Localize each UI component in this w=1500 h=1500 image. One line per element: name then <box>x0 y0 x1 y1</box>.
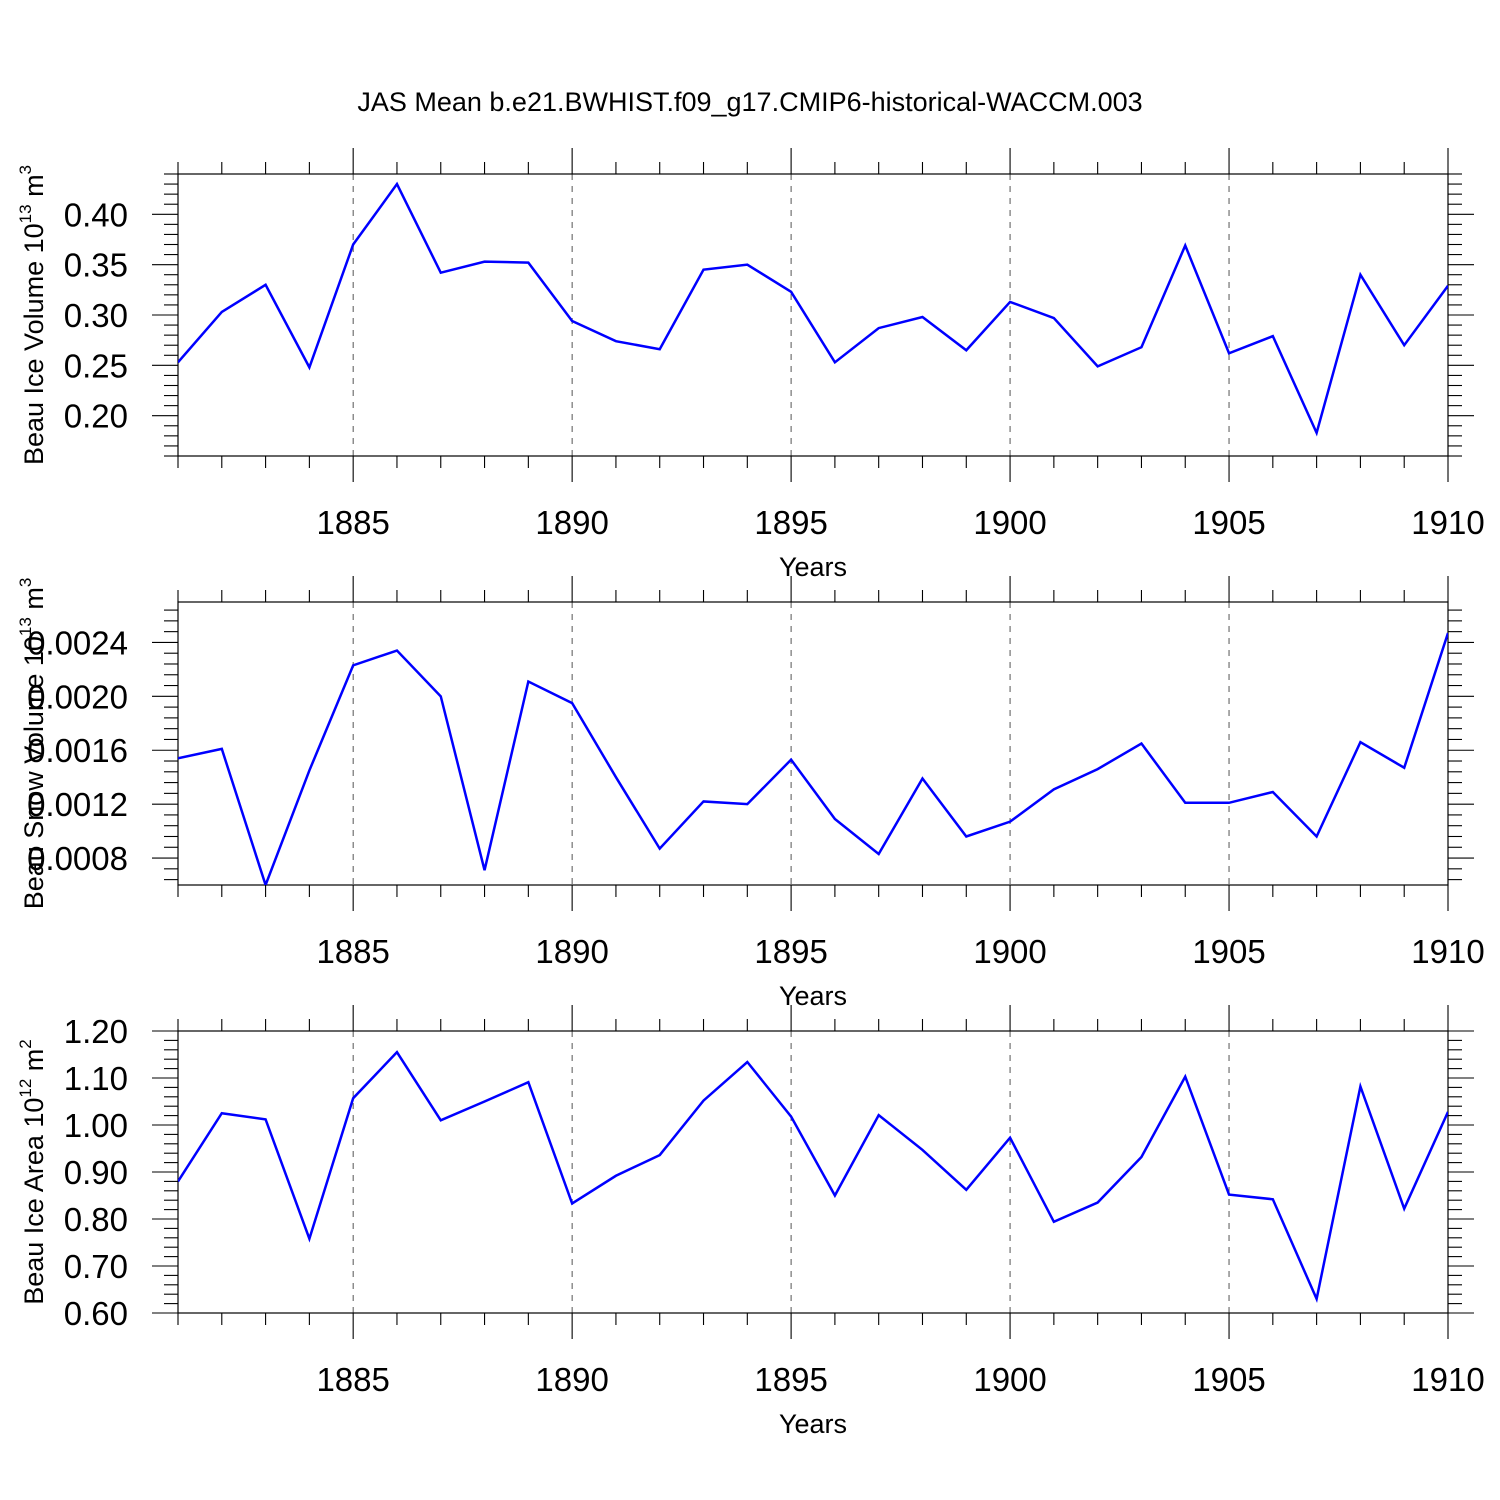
x-tick-label: 1910 <box>1411 1361 1484 1398</box>
y-axis-label-unit-exponent: 3 <box>16 578 35 587</box>
x-tick-label: 1910 <box>1411 933 1484 970</box>
x-tick-label: 1890 <box>535 504 608 541</box>
y-axis-label-text: Beau Ice Volume 10 <box>19 223 49 465</box>
figure-title: JAS Mean b.e21.BWHIST.f09_g17.CMIP6-hist… <box>357 87 1142 117</box>
x-tick-label: 1890 <box>535 1361 608 1398</box>
series-line <box>178 1050 1448 1303</box>
plot-frame <box>177 1030 1449 1314</box>
x-tick-label: 1905 <box>1192 1361 1265 1398</box>
x-axis-label: Years <box>779 552 847 582</box>
y-axis-label-exponent: 12 <box>16 1079 35 1098</box>
x-tick-label: 1885 <box>316 1361 389 1398</box>
series-line <box>178 181 1448 437</box>
y-tick-label: 0.90 <box>64 1154 128 1191</box>
y-tick-label: 0.40 <box>64 196 128 233</box>
x-tick-label: 1885 <box>316 504 389 541</box>
panel-ice-volume: 1885 1890 1895 1900 1905 1910 0.20 0.25 0.30 0.35… <box>16 148 1485 582</box>
x-tick-label: 1895 <box>754 504 827 541</box>
plot-frame <box>177 601 1449 886</box>
y-tick-label: 1.00 <box>64 1107 128 1144</box>
x-tick-label: 1900 <box>973 1361 1046 1398</box>
y-tick-label: 0.0016 <box>27 732 128 769</box>
y-axis-label-unit: m <box>19 174 49 204</box>
x-tick-label: 1895 <box>754 1361 827 1398</box>
y-tick-label: 0.30 <box>64 297 128 334</box>
x-tick-label: 1900 <box>973 504 1046 541</box>
y-axis-label-text: Beau Snow Volume 10 <box>19 636 49 909</box>
y-tick-label: 0.35 <box>64 247 128 284</box>
y-tick-label: 0.80 <box>64 1201 128 1238</box>
y-tick-label: 0.70 <box>64 1248 128 1285</box>
y-axis-label-exponent: 13 <box>16 617 35 636</box>
x-tick-label: 1900 <box>973 933 1046 970</box>
x-axis-label: Years <box>779 981 847 1011</box>
y-tick-label: 0.0008 <box>27 840 128 877</box>
y-tick-label: 0.25 <box>64 347 128 384</box>
panel-snow-volume: 1885 1890 1895 1900 1905 1910 0.0008 0.0012 0.00… <box>16 576 1485 1011</box>
y-axis-label-text: Beau Ice Area 10 <box>19 1098 49 1305</box>
y-axis-label-exponent: 13 <box>16 204 35 223</box>
y-tick-label: 0.0012 <box>27 786 128 823</box>
y-tick-label: 1.10 <box>64 1060 128 1097</box>
y-tick-label: 0.20 <box>64 398 128 435</box>
x-tick-label: 1905 <box>1192 933 1265 970</box>
y-axis-label: Beau Ice Volume 1013 m3 <box>16 165 49 465</box>
series-line <box>178 632 1448 885</box>
panel-ice-area: 1885 1890 1895 1900 1905 1910 0.60 0.70 0.80 0.90… <box>16 1005 1485 1439</box>
y-axis-label-unit-exponent: 2 <box>16 1039 35 1048</box>
y-tick-label: 0.0024 <box>27 624 128 661</box>
y-axis-label-unit-exponent: 3 <box>16 165 35 174</box>
x-tick-label: 1890 <box>535 933 608 970</box>
x-axis-label: Years <box>779 1409 847 1439</box>
y-tick-label: 0.0020 <box>27 678 128 715</box>
y-axis-label: Beau Snow Volume 1013 m3 <box>16 578 49 910</box>
y-axis-label-unit: m <box>19 587 49 617</box>
x-tick-label: 1895 <box>754 933 827 970</box>
y-axis-label: Beau Ice Area 1012 m2 <box>16 1039 49 1305</box>
x-tick-label: 1885 <box>316 933 389 970</box>
y-axis-label-unit: m <box>19 1049 49 1079</box>
x-tick-label: 1905 <box>1192 504 1265 541</box>
y-tick-label: 0.60 <box>64 1295 128 1332</box>
plot-frame <box>177 173 1449 457</box>
y-tick-label: 1.20 <box>64 1013 128 1050</box>
x-tick-label: 1910 <box>1411 504 1484 541</box>
